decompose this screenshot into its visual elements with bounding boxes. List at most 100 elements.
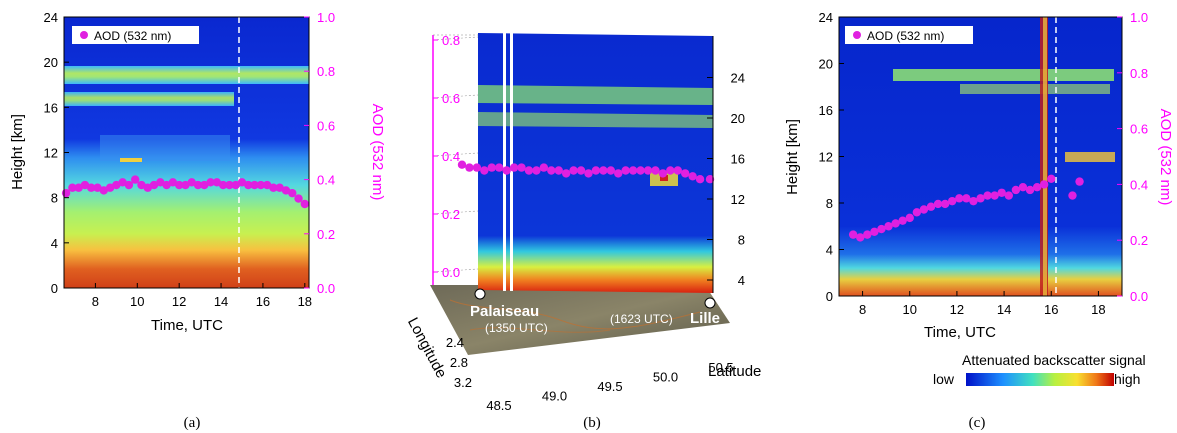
panel-b-aod-point xyxy=(599,166,608,175)
panel-b-latitude-label: Latitude xyxy=(708,363,761,380)
panel-c-aod-point xyxy=(969,196,978,206)
panel-a-y2-tick-label: 0.8 xyxy=(317,64,335,79)
panel-c-aod-point xyxy=(962,194,971,203)
panel-c-aod-point xyxy=(898,216,907,225)
panel-a-y2-ticks: 0.0 0.2 0.4 0.6 0.8 1.0 xyxy=(304,10,335,296)
panel-a-aod-point xyxy=(218,180,228,190)
panel-c-aod-point xyxy=(912,208,922,217)
panel-c-x-tick-label: 10 xyxy=(903,302,917,317)
panel-b-right-tick-label: 12 xyxy=(731,192,745,207)
panel-a-aod-point xyxy=(74,183,83,192)
panel-c-aod-point xyxy=(1004,191,1013,200)
panel-c-legend-label: AOD (532 nm) xyxy=(867,29,944,43)
panel-a-aod-point xyxy=(244,180,253,190)
panel-b-aod-point xyxy=(666,166,675,175)
panel-c-y2-tick-label: 0.8 xyxy=(1130,66,1148,81)
panel-a-y2-tick-label: 0.0 xyxy=(317,281,335,296)
panel-c-y-label: Height [km] xyxy=(784,119,801,195)
panel-c-legend-marker xyxy=(853,31,861,39)
panel-a-aod-point xyxy=(168,178,178,187)
panel-c-y-tick-label: 16 xyxy=(819,103,833,118)
panel-c-y2-tick-label: 0.0 xyxy=(1130,289,1148,304)
panel-a-legend-label: AOD (532 nm) xyxy=(94,29,171,43)
panel-a-aod-point xyxy=(80,180,90,190)
panel-a-x-tick-label: 8 xyxy=(92,294,99,309)
panel-c-aod-point xyxy=(940,199,950,209)
panel-a-x-tick-label: 12 xyxy=(172,294,186,309)
panel-c-aod-point xyxy=(1032,182,1042,192)
panel-c-aod-point xyxy=(884,222,893,231)
panel-c-x-tick-label: 8 xyxy=(859,302,866,317)
panel-a-aod-point xyxy=(149,180,159,190)
panel-b-lon-tick-label: 3.2 xyxy=(454,375,472,390)
panel-b-aod-point xyxy=(673,166,682,175)
panel-c-y-tick-label: 8 xyxy=(826,196,833,211)
panel-a-y-tick-label: 12 xyxy=(44,146,58,161)
panel-b-aod-point xyxy=(591,166,601,175)
panel-b-aod-point xyxy=(658,169,668,178)
panel-b-right-tick-label: 8 xyxy=(738,233,745,248)
panel-a-aod-point xyxy=(262,180,272,190)
panel-c-aod-point xyxy=(983,191,992,200)
panel-a: 8 10 12 14 16 18 0 4 8 12 16 20 24 0.0 0.2 0.4 0.6 0.8 1… xyxy=(9,10,386,431)
panel-b-rivers-2 xyxy=(469,327,611,333)
panel-a-x-tick-label: 10 xyxy=(130,294,144,309)
panel-a-aod-point xyxy=(256,180,266,190)
panel-c-layer-upper xyxy=(893,69,1114,81)
panel-b-aod-point xyxy=(584,169,593,178)
panel-c-y2-label: AOD (532 nm) xyxy=(1157,109,1174,206)
panel-a-x-tick-label: 18 xyxy=(298,294,312,309)
panel-b-longitude-label: Longitude xyxy=(404,315,450,381)
colorbar-high-label: high xyxy=(1114,371,1140,387)
panel-a-aod-point xyxy=(288,188,297,198)
panel-a-caption: (a) xyxy=(184,415,201,431)
panel-b-right-tick-label: 24 xyxy=(731,71,745,86)
panel-a-layer-mid xyxy=(100,135,230,161)
panel-b-aod-point xyxy=(487,163,496,172)
panel-b-aod-point xyxy=(606,166,615,175)
panel-b-left-tick-label: 0.0 xyxy=(442,265,460,280)
panel-a-aod-point xyxy=(93,183,102,192)
panel-a-aod-point xyxy=(269,183,278,192)
panel-b-aod-point xyxy=(621,166,630,175)
panel-a-aod-point xyxy=(143,183,152,192)
panel-c-rain-column-2 xyxy=(1043,17,1047,296)
panel-c-aod-point xyxy=(955,194,964,203)
panel-a-aod-point xyxy=(156,178,165,187)
panel-a-aod-point xyxy=(200,180,209,190)
panel-a-aod-point xyxy=(105,183,115,192)
panel-c-y2-tick-label: 0.6 xyxy=(1130,122,1148,137)
panel-a-layer-lower xyxy=(64,92,234,106)
panel-b-aod-points xyxy=(457,160,715,184)
panel-a-y-tick-label: 0 xyxy=(51,281,58,296)
panel-a-aod-point xyxy=(181,180,190,190)
panel-c-aod-point xyxy=(877,224,886,234)
panel-a-aod-point xyxy=(225,180,234,190)
panel-b-lon-tick-label: 2.8 xyxy=(450,355,468,370)
panel-b-left-grid xyxy=(432,268,479,273)
panel-b-aod-point xyxy=(502,166,511,175)
panel-b-aod-point xyxy=(539,163,549,172)
panel-b-left-grid xyxy=(432,152,479,157)
panel-a-y2-label: AOD (532 nm) xyxy=(369,104,386,201)
panel-b-aod-point xyxy=(517,163,526,172)
panel-b-aod-point xyxy=(681,169,690,178)
panel-b-lat-ticks: 48.5 49.0 49.5 50.0 50.5 xyxy=(486,360,733,413)
panel-c-y-tick-label: 12 xyxy=(819,150,833,165)
panel-a-legend-marker xyxy=(80,31,88,39)
panel-b-right-tick-label: 4 xyxy=(738,273,745,288)
panel-a-aod-point xyxy=(174,180,184,190)
panel-b-lille-marker xyxy=(704,297,716,309)
panel-a-y-tick-label: 4 xyxy=(51,236,58,251)
panel-a-x-tick-label: 16 xyxy=(256,294,270,309)
panel-a-aod-point xyxy=(193,180,203,190)
panel-b-lat-tick-label: 50.5 xyxy=(708,360,733,375)
panel-b-aod-point xyxy=(495,163,504,172)
panel-b-aod-point xyxy=(576,166,586,175)
panel-c-aod-point xyxy=(1011,185,1021,195)
panel-c-aod-point xyxy=(1039,180,1049,189)
panel-b-lat-tick-label: 49.5 xyxy=(597,379,622,394)
panel-a-y-tick-label: 8 xyxy=(51,191,58,206)
panel-a-aod-point xyxy=(112,180,121,190)
panel-b-aod-point xyxy=(472,163,482,172)
